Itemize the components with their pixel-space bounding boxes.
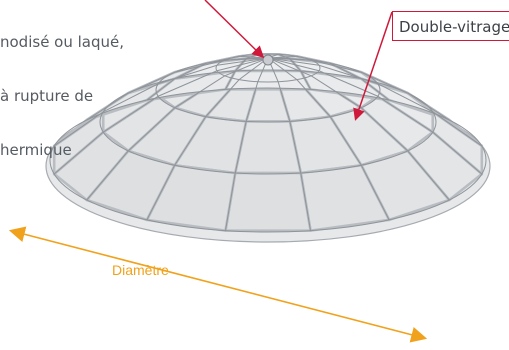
- frame-label-line-2: à rupture de: [0, 87, 94, 105]
- diameter-arrow: [8, 226, 428, 343]
- frame-leader-arrow: [204, 0, 265, 59]
- annotations: [8, 0, 428, 343]
- frame-material-label: nodisé ou laqué, à rupture de hermique: [0, 0, 124, 195]
- apex-cap: [262, 54, 274, 66]
- frame-label-line-1: nodisé ou laqué,: [0, 33, 125, 51]
- glazing-label: Double-vitrage: [399, 18, 509, 36]
- frame-ring: [99, 69, 437, 175]
- diameter-label: Diamètre: [112, 262, 169, 278]
- glazing-callout-box: Double-vitrage: [392, 11, 509, 41]
- glass-panel: [224, 171, 312, 232]
- frame-label-line-3: hermique: [0, 141, 72, 159]
- dome-structure: [45, 52, 491, 243]
- frame-ring: [215, 53, 321, 83]
- glazing-leader-arrow: [353, 11, 393, 121]
